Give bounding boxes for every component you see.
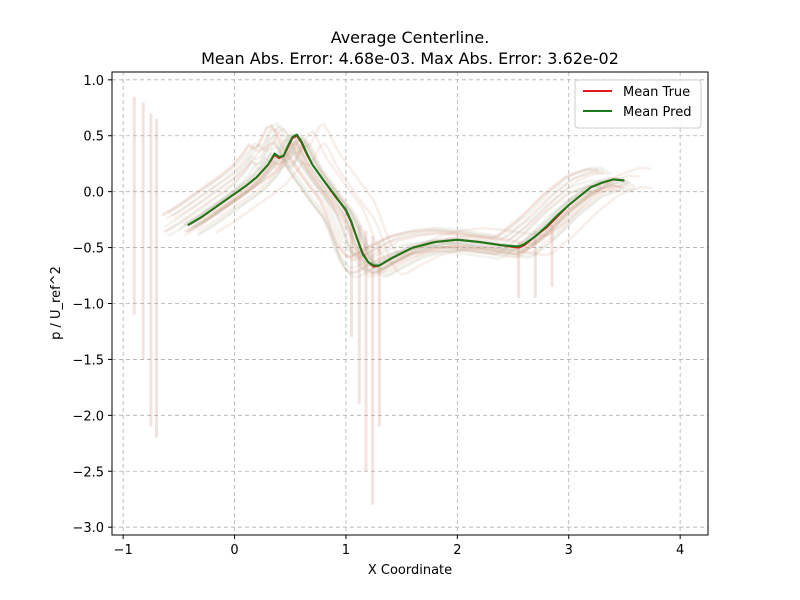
y-tick-label: −3.0 — [72, 521, 104, 536]
chart-title: Average Centerline. — [331, 28, 490, 47]
sample-trace — [214, 122, 652, 257]
x-tick-label: 4 — [676, 543, 684, 558]
sample-trace — [192, 136, 631, 271]
sample-trace — [161, 123, 599, 258]
sample-trace — [163, 135, 602, 270]
y-tick-label: −0.5 — [72, 242, 104, 257]
series-line-mean-pred — [187, 133, 625, 267]
sample-trace — [161, 124, 599, 259]
sample-trace — [166, 122, 605, 256]
y-tick-label: −2.5 — [72, 465, 104, 480]
legend: Mean True Mean Pred — [574, 79, 702, 129]
sample-trace — [182, 132, 620, 267]
sample-trace — [190, 134, 629, 269]
series-lines — [187, 133, 625, 268]
ticks: −1 0 1 2 3 4 1.0 0.5 0.0 −0.5 −1.0 −1.5 −2.0 −2.5 −3.0 — [72, 74, 684, 558]
sample-trace — [193, 136, 631, 271]
y-tick-label: 1.0 — [83, 74, 104, 89]
x-tick-label: 3 — [565, 543, 573, 558]
x-axis-label: X Coordinate — [368, 563, 452, 578]
sample-trace — [189, 138, 628, 273]
sample-trace — [202, 130, 641, 265]
y-tick-label: −1.5 — [72, 353, 104, 368]
chart-subtitle: Mean Abs. Error: 4.68e-03. Max Abs. Erro… — [201, 49, 619, 68]
grid — [112, 72, 708, 535]
sample-trace — [197, 139, 636, 274]
y-axis-label: p / U_ref^2 — [49, 266, 64, 340]
sample-trace — [163, 140, 602, 275]
y-tick-label: −1.0 — [72, 298, 104, 313]
sample-trace — [173, 127, 612, 262]
sample-trace — [183, 140, 622, 275]
sample-trace — [196, 144, 635, 279]
sample-trace — [215, 141, 653, 276]
legend-label-mean-pred: Mean Pred — [623, 105, 691, 120]
sample-trace — [183, 133, 622, 268]
x-tick-label: 0 — [230, 543, 238, 558]
x-tick-label: 1 — [342, 543, 350, 558]
legend-label-mean-true: Mean True — [623, 85, 690, 100]
y-tick-label: 0.5 — [83, 130, 104, 145]
sample-trace — [171, 124, 609, 259]
x-tick-label: 2 — [453, 543, 461, 558]
sample-trace — [187, 140, 625, 275]
y-tick-label: −2.0 — [72, 409, 104, 424]
sample-trace — [165, 127, 604, 262]
y-tick-label: 0.0 — [83, 186, 104, 201]
sample-trace — [184, 144, 622, 279]
sample-trace — [197, 142, 636, 277]
sample-trace — [167, 145, 605, 280]
x-tick-label: −1 — [114, 543, 133, 558]
sample-trace — [164, 140, 603, 275]
sample-trace — [185, 140, 623, 275]
background-traces — [132, 96, 653, 505]
sample-trace — [178, 137, 616, 272]
